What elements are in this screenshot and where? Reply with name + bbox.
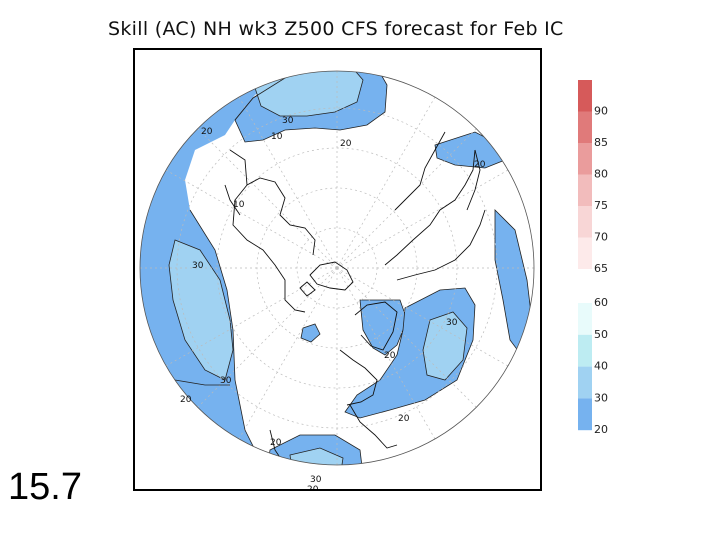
colorbar-label: 65 [594,262,608,275]
contour-label: 20 [384,351,396,361]
colorbar-swatches [578,80,592,431]
contour-label: 30 [220,376,232,386]
colorbar-swatch [578,143,592,175]
contour-label: 30 [282,116,294,126]
skill-region-west-belt [140,71,365,465]
polar-stereographic-map: 20 10 30 20 20 10 30 30 20 30 20 20 20 3… [139,70,535,489]
contour-label: 20 [398,414,410,424]
colorbar-swatch [578,206,592,238]
skill-region-small-blob [300,323,321,343]
contour-label: 20 [307,485,319,489]
contour-label: 20 [270,438,282,448]
map-frame: 20 10 30 20 20 10 30 30 20 30 20 20 20 3… [133,48,542,491]
map-title: Skill (AC) NH wk3 Z500 CFS forecast for … [108,18,564,40]
colorbar-label: 20 [594,423,608,436]
contour-value-labels: 20 10 30 20 20 10 30 30 20 30 20 20 20 3… [180,116,486,489]
contour-label: 20 [340,139,352,149]
colorbar-label: 85 [594,136,608,149]
colorbar-label: 90 [594,105,608,118]
contour-label: 20 [201,127,213,137]
colorbar-swatch [578,366,592,399]
colorbar-swatch [578,303,592,335]
skill-region-south-30 [289,447,344,465]
colorbar-label: 40 [594,360,608,373]
colorbar-label: 75 [594,199,608,212]
contour-label: 30 [446,318,458,328]
colorbar-label: 50 [594,328,608,341]
colorbar-swatch [578,111,592,143]
colorbar-swatch [578,334,592,367]
colorbar-swatch [578,237,592,269]
hemisphere-outline [139,70,535,466]
colorbar-swatch [578,398,592,431]
skill-region-europe [359,299,408,356]
skill-region-west-30 [168,239,234,381]
contour-label: 30 [310,475,322,485]
contour-label: 20 [474,160,486,170]
skill-region-east-30 [422,311,468,381]
colorbar-swatch [578,174,592,206]
contour-label: 10 [271,132,283,142]
colorbar-label: 30 [594,391,608,404]
contour-label: 30 [192,261,204,271]
colorbar-label: 60 [594,296,608,309]
colorbar-labels: 90 85 80 75 70 65 60 50 40 30 20 [594,105,608,437]
slide-number: 15.7 [8,466,82,508]
colorbar-label: 70 [594,231,608,244]
contour-label: 10 [233,200,245,210]
colorbar-swatch [578,80,592,112]
contour-label: 20 [180,395,192,405]
colorbar-label: 80 [594,168,608,181]
